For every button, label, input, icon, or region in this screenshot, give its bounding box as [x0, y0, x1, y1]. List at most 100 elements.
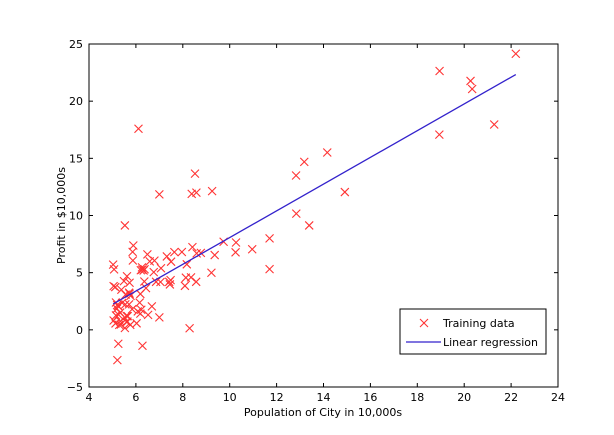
data-point [169, 247, 179, 257]
data-point [138, 341, 147, 351]
legend-label-regression: Linear regression [443, 336, 538, 349]
y-tick-label: −5 [67, 381, 83, 394]
data-point [154, 312, 164, 322]
data-point [125, 320, 135, 330]
data-point [114, 320, 124, 330]
data-point [210, 250, 220, 260]
data-point [340, 187, 350, 197]
legend-box [399, 308, 547, 355]
x-tick-label: 16 [363, 391, 377, 404]
regression-line [112, 73, 517, 305]
y-tick-label: 0 [76, 324, 83, 337]
data-point [121, 290, 130, 300]
x-tick-label: 8 [179, 391, 186, 404]
data-point [165, 280, 175, 289]
data-point [207, 268, 216, 278]
data-point [113, 339, 123, 349]
data-point [291, 171, 301, 180]
data-point [122, 317, 131, 327]
x-tick-label: 14 [317, 391, 331, 404]
data-point [192, 188, 201, 198]
data-point [149, 267, 159, 277]
data-point [154, 189, 164, 199]
legend-label-training: Training data [442, 317, 515, 330]
x-tick-label: 10 [223, 391, 237, 404]
x-tick-label: 4 [86, 391, 93, 404]
x-tick-label: 18 [410, 391, 424, 404]
data-point [156, 263, 166, 273]
x-tick-label: 24 [551, 391, 565, 404]
data-point [207, 186, 217, 196]
data-point [467, 84, 477, 94]
data-point [110, 282, 120, 292]
data-point [127, 304, 137, 314]
data-point [128, 256, 138, 265]
data-point [135, 289, 145, 299]
data-point [123, 311, 133, 321]
data-point [511, 49, 521, 59]
data-point [231, 238, 241, 247]
data-point [192, 248, 202, 258]
data-point [190, 169, 200, 179]
data-point [164, 277, 174, 287]
data-point [166, 257, 176, 267]
data-point [231, 247, 240, 257]
data-point [134, 124, 143, 134]
y-tick-label: 10 [69, 210, 83, 223]
data-point [112, 355, 122, 365]
x-tick-label: 12 [270, 391, 284, 404]
data-point [122, 271, 132, 281]
data-point [489, 120, 499, 129]
data-point [136, 265, 146, 275]
data-point [265, 233, 274, 243]
data-point [125, 278, 134, 288]
data-layer [108, 49, 521, 365]
x-tick-label: 6 [132, 391, 139, 404]
data-point [114, 310, 123, 320]
axis-ticks: 4 6 8 10 12 14 16 18 20 22 24 −5 0 5 10 15 20 25 [67, 38, 565, 404]
data-point [120, 221, 130, 230]
y-tick-label: 20 [69, 95, 83, 108]
data-point [109, 264, 119, 274]
data-point [186, 272, 196, 282]
data-point [185, 323, 194, 333]
data-point [322, 148, 332, 157]
x-tick-label: 20 [457, 391, 471, 404]
data-point [291, 209, 301, 219]
data-point [150, 256, 159, 266]
data-point [299, 157, 309, 167]
data-point [111, 311, 121, 320]
y-tick-label: 15 [69, 152, 83, 165]
data-point [434, 130, 444, 140]
data-point [120, 323, 130, 333]
data-point [188, 242, 197, 252]
y-tick-label: 25 [69, 38, 83, 51]
data-point [304, 221, 314, 230]
data-point [247, 244, 257, 254]
data-point [177, 247, 187, 257]
data-point [147, 302, 157, 311]
data-point [180, 281, 190, 291]
y-tick-label: 5 [76, 267, 83, 280]
data-point [120, 299, 130, 309]
data-point [466, 76, 475, 86]
data-point [162, 252, 172, 261]
data-point [182, 259, 192, 269]
data-point [128, 241, 138, 250]
data-point [124, 299, 134, 309]
legend: Training data Linear regression [399, 308, 547, 355]
data-point [135, 298, 145, 308]
data-point [136, 305, 146, 315]
data-point [435, 66, 444, 76]
x-axis-label: Population of City in 10,000s [244, 406, 402, 419]
data-point [143, 310, 153, 320]
x-tick-label: 22 [504, 391, 518, 404]
data-point [109, 316, 119, 325]
data-point [265, 264, 274, 274]
y-axis-label: Profit in $10,000s [55, 167, 68, 264]
data-point [137, 263, 147, 272]
legend-marker-training [419, 318, 429, 328]
data-point [151, 277, 161, 287]
data-point [119, 276, 129, 286]
